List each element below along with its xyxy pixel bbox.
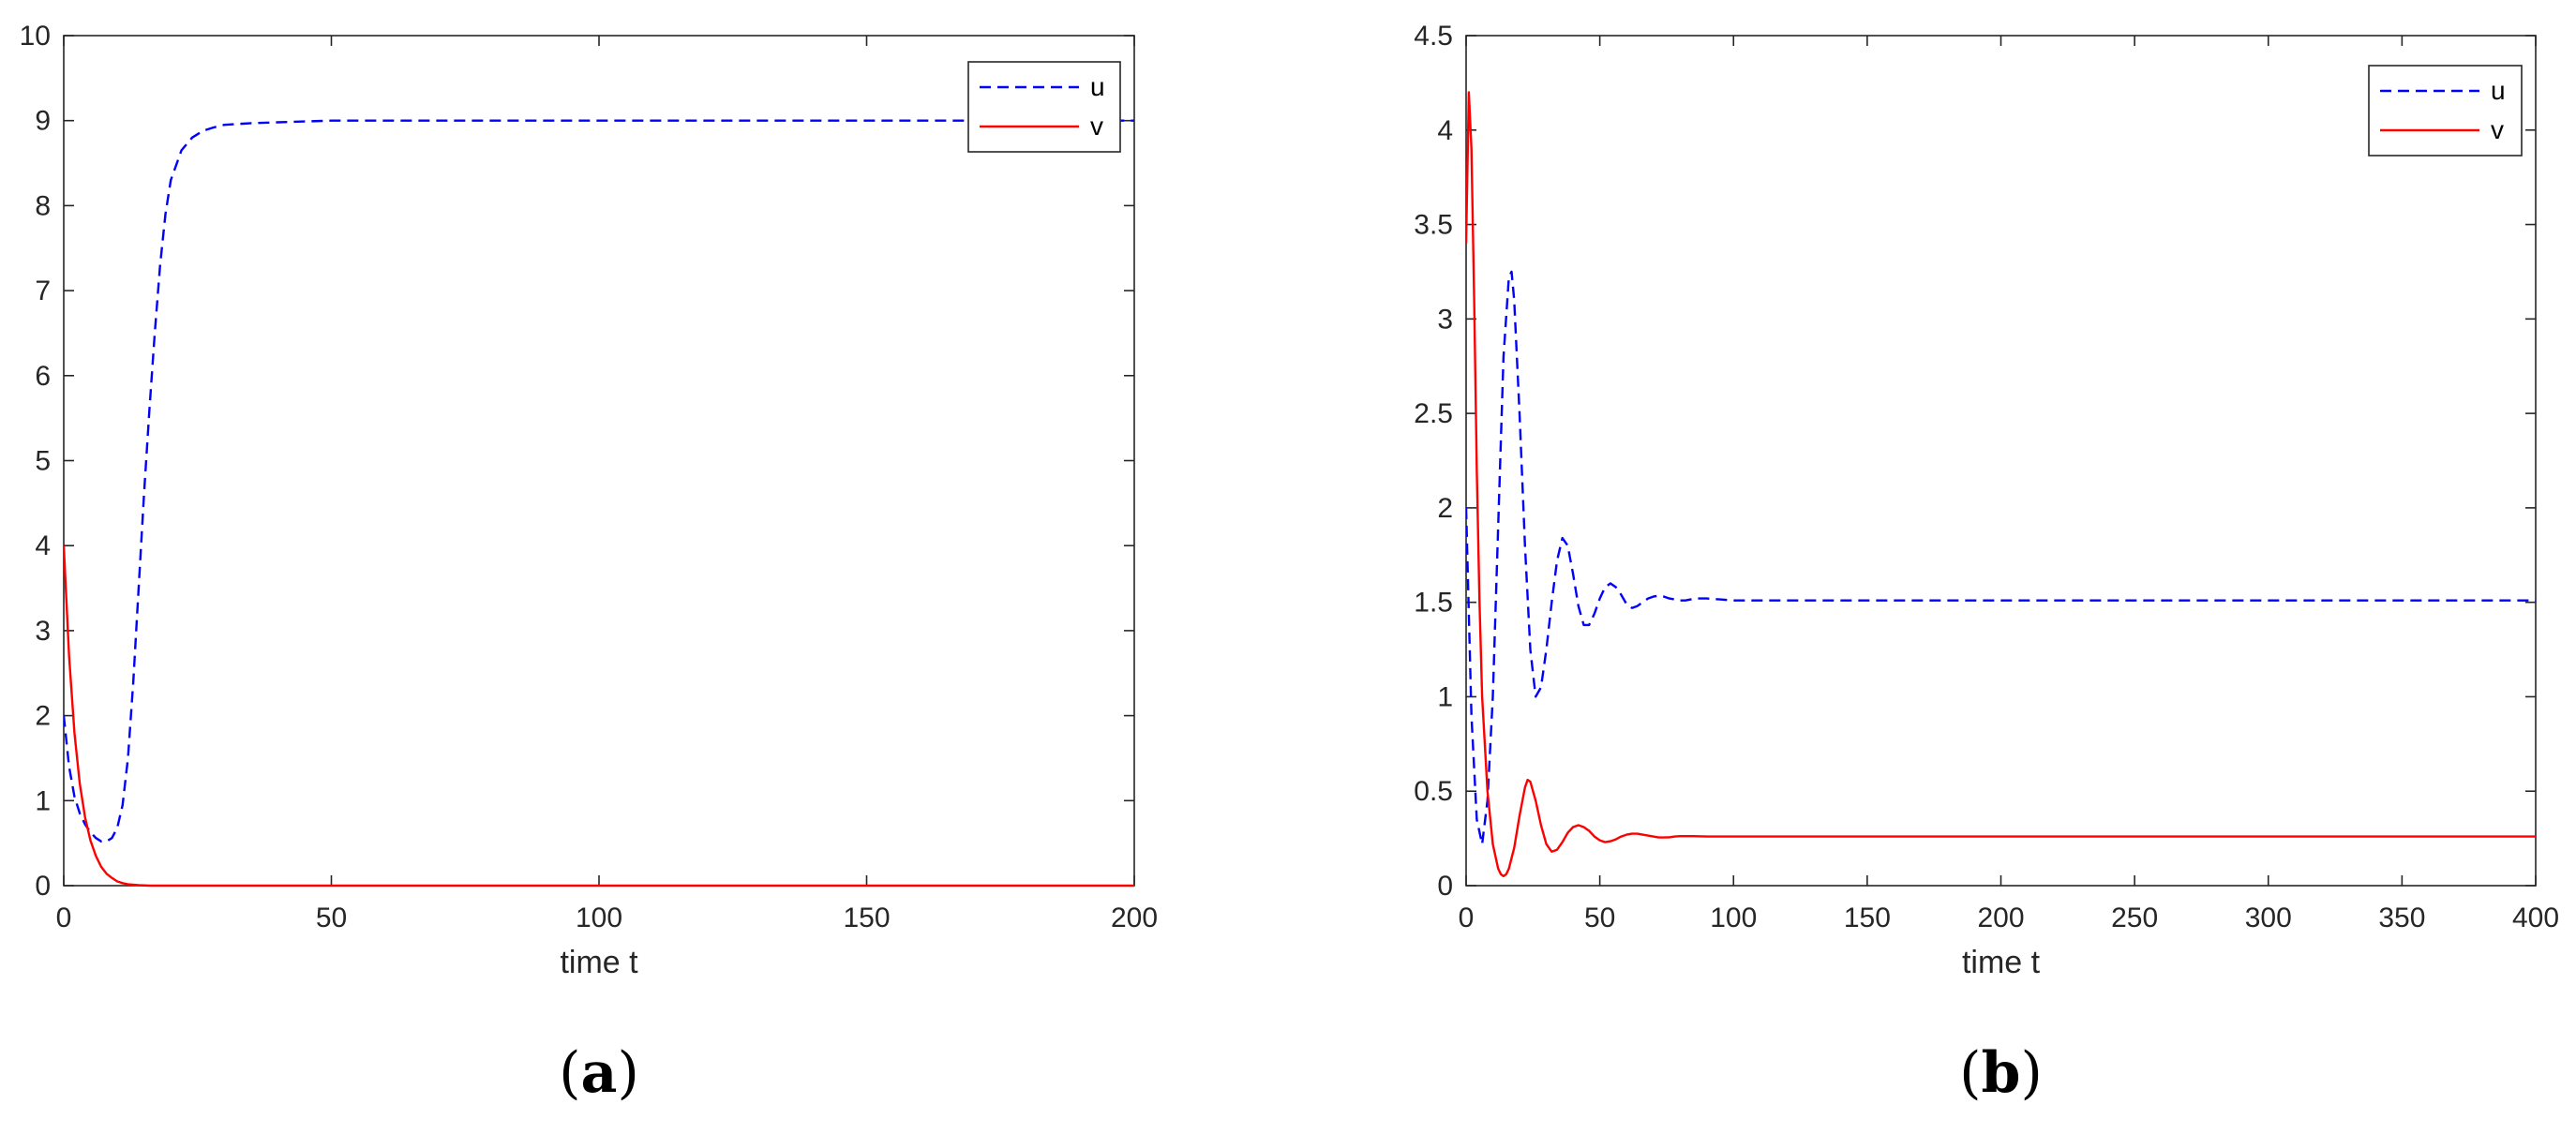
y-tick-label: 10 (20, 21, 51, 52)
y-tick-label: 4 (35, 530, 51, 561)
legend: uv (2368, 65, 2523, 157)
y-tick-label: 2 (35, 701, 51, 732)
y-tick-label: 3 (35, 616, 51, 647)
y-tick-label: 5 (35, 446, 51, 477)
x-tick-label: 400 (2512, 903, 2559, 933)
panel-label: (a) (559, 1040, 639, 1106)
plot-area (63, 35, 1135, 887)
x-axis-label: time t (1962, 945, 2041, 980)
legend-label-u: u (2491, 76, 2506, 105)
y-tick-label: 1 (1437, 681, 1453, 712)
plot-area (1465, 35, 2537, 887)
y-tick-label: 0 (35, 871, 51, 902)
y-tick-label: 2.5 (1414, 398, 1453, 429)
x-tick-label: 200 (1111, 903, 1158, 933)
y-tick-label: 3 (1437, 304, 1453, 335)
x-tick-label: 50 (1584, 903, 1615, 933)
x-tick-label: 0 (56, 903, 72, 933)
x-tick-label: 100 (576, 903, 622, 933)
x-tick-label: 200 (1977, 903, 2024, 933)
x-tick-label: 100 (1710, 903, 1757, 933)
y-tick-label: 7 (35, 276, 51, 306)
x-axis-label: time t (560, 945, 638, 980)
x-tick-label: 50 (316, 903, 347, 933)
y-tick-label: 8 (35, 190, 51, 221)
legend-label-u: u (1090, 72, 1105, 101)
y-tick-label: 2 (1437, 493, 1453, 524)
legend-box (967, 61, 1121, 153)
y-tick-label: 1 (35, 785, 51, 816)
x-tick-label: 300 (2245, 903, 2292, 933)
series-line-v (64, 545, 1134, 888)
y-tick-label: 9 (35, 106, 51, 137)
panel-label: (b) (1959, 1040, 2043, 1106)
series-line-v (1466, 91, 2536, 878)
legend-box (2368, 65, 2523, 157)
x-tick-label: 150 (843, 903, 890, 933)
y-tick-label: 0 (1437, 871, 1453, 902)
series-line-u (64, 119, 1134, 843)
y-tick-label: 0.5 (1414, 776, 1453, 807)
legend-label-v: v (2491, 115, 2504, 144)
chart-panel-a: 0 50 100 150 200 0 1 2 3 4 5 6 7 8 9 10 time t uv (a) (20, 21, 1158, 1106)
x-tick-label: 250 (2111, 903, 2158, 933)
y-tick-label: 1.5 (1414, 588, 1453, 619)
y-tick-label: 4 (1437, 115, 1453, 146)
x-tick-label: 150 (1844, 903, 1891, 933)
chart-panel-b: 0 50 100 150 200 250 300 350 400 0 0.5 1 1.5 2 2.5 3 3.5… (1414, 21, 2559, 1106)
y-tick-label: 6 (35, 361, 51, 392)
x-tick-label: 350 (2378, 903, 2425, 933)
legend: uv (967, 61, 1121, 153)
legend-label-v: v (1090, 112, 1103, 141)
x-tick-label: 0 (1459, 903, 1475, 933)
series-line-u (1466, 270, 2536, 845)
y-tick-label: 3.5 (1414, 210, 1453, 241)
y-tick-label: 4.5 (1414, 21, 1453, 52)
